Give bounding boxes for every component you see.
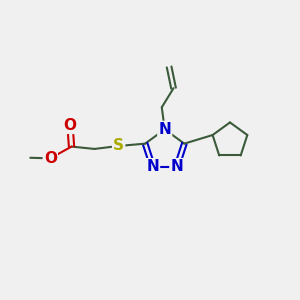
Text: N: N	[146, 159, 159, 174]
Text: S: S	[113, 139, 124, 154]
Text: O: O	[44, 151, 57, 166]
Text: N: N	[170, 159, 183, 174]
Text: N: N	[158, 122, 171, 137]
Text: O: O	[64, 118, 76, 133]
